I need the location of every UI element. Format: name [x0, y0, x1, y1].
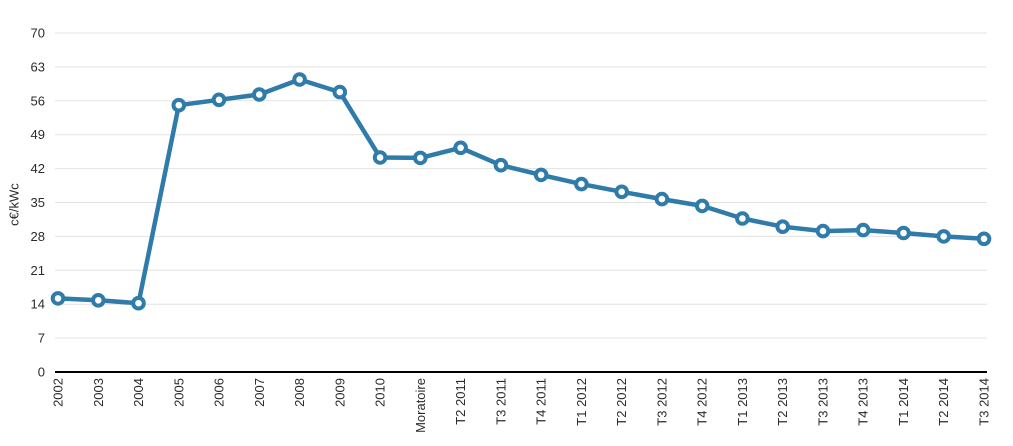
y-tick-label: 7	[38, 331, 45, 346]
x-tick-label: T2 2013	[775, 378, 790, 426]
data-point-marker	[976, 231, 992, 247]
data-point-marker	[372, 150, 388, 165]
y-tick-label: 49	[31, 127, 45, 142]
data-point-marker	[292, 72, 307, 87]
data-point-marker	[332, 84, 348, 100]
data-point-marker	[171, 97, 187, 113]
y-tick-label: 56	[31, 93, 45, 108]
x-tick-label: 2004	[131, 378, 146, 407]
x-tick-label: 2006	[212, 378, 227, 407]
data-point-marker	[50, 291, 66, 306]
x-tick-label: T3 2012	[654, 378, 669, 426]
x-tick-label: T3 2013	[816, 378, 831, 426]
data-point-marker	[453, 140, 468, 156]
x-tick-label: T1 2014	[896, 378, 911, 426]
x-tick-label: T4 2011	[534, 378, 549, 425]
x-tick-label: T2 2014	[936, 378, 951, 426]
x-tick-label: T2 2011	[453, 378, 468, 425]
x-tick-label: T2 2012	[614, 378, 629, 426]
data-point-marker	[533, 167, 549, 183]
data-point-marker	[694, 198, 710, 214]
x-tick-label: T3 2011	[493, 378, 508, 425]
x-tick-label: T4 2012	[695, 378, 710, 426]
y-tick-label: 21	[31, 263, 45, 278]
y-axis-title: c€/kWc	[6, 183, 22, 226]
data-point-marker	[131, 295, 146, 311]
data-point-marker	[91, 293, 106, 308]
x-tick-label: 2008	[292, 378, 307, 407]
x-tick-label: 2007	[252, 378, 267, 407]
x-tick-label: 2010	[373, 378, 388, 407]
y-tick-label: 14	[31, 297, 45, 312]
data-point-marker	[896, 225, 911, 241]
data-point-marker	[614, 184, 630, 200]
y-tick-label: 28	[31, 229, 45, 244]
data-point-marker	[735, 211, 750, 226]
data-point-marker	[493, 157, 509, 173]
x-tick-label: 2003	[91, 378, 106, 407]
y-tick-label: 63	[31, 59, 45, 74]
data-point-marker	[574, 176, 589, 192]
data-point-marker	[251, 87, 267, 102]
y-tick-label: 35	[31, 195, 45, 210]
data-point-marker	[654, 191, 670, 207]
x-tick-label: 2009	[332, 378, 347, 407]
x-tick-label: T4 2013	[856, 378, 871, 426]
x-tick-label: 2005	[171, 378, 186, 407]
data-point-marker	[855, 222, 871, 238]
x-tick-label: 2002	[51, 378, 66, 407]
x-tick-label: Moratoire	[413, 378, 428, 433]
data-point-marker	[936, 229, 952, 244]
x-tick-label: T3 2014	[977, 378, 992, 426]
y-tick-label: 42	[31, 161, 45, 176]
y-tick-label: 0	[38, 365, 45, 380]
data-point-marker	[211, 92, 227, 108]
x-tick-label: T1 2013	[735, 378, 750, 426]
data-point-marker	[775, 219, 791, 234]
series-line	[55, 77, 987, 306]
x-tick-label: T1 2012	[574, 378, 589, 426]
y-tick-label: 70	[31, 26, 45, 41]
data-point-marker	[413, 150, 428, 166]
data-point-marker	[815, 223, 831, 239]
